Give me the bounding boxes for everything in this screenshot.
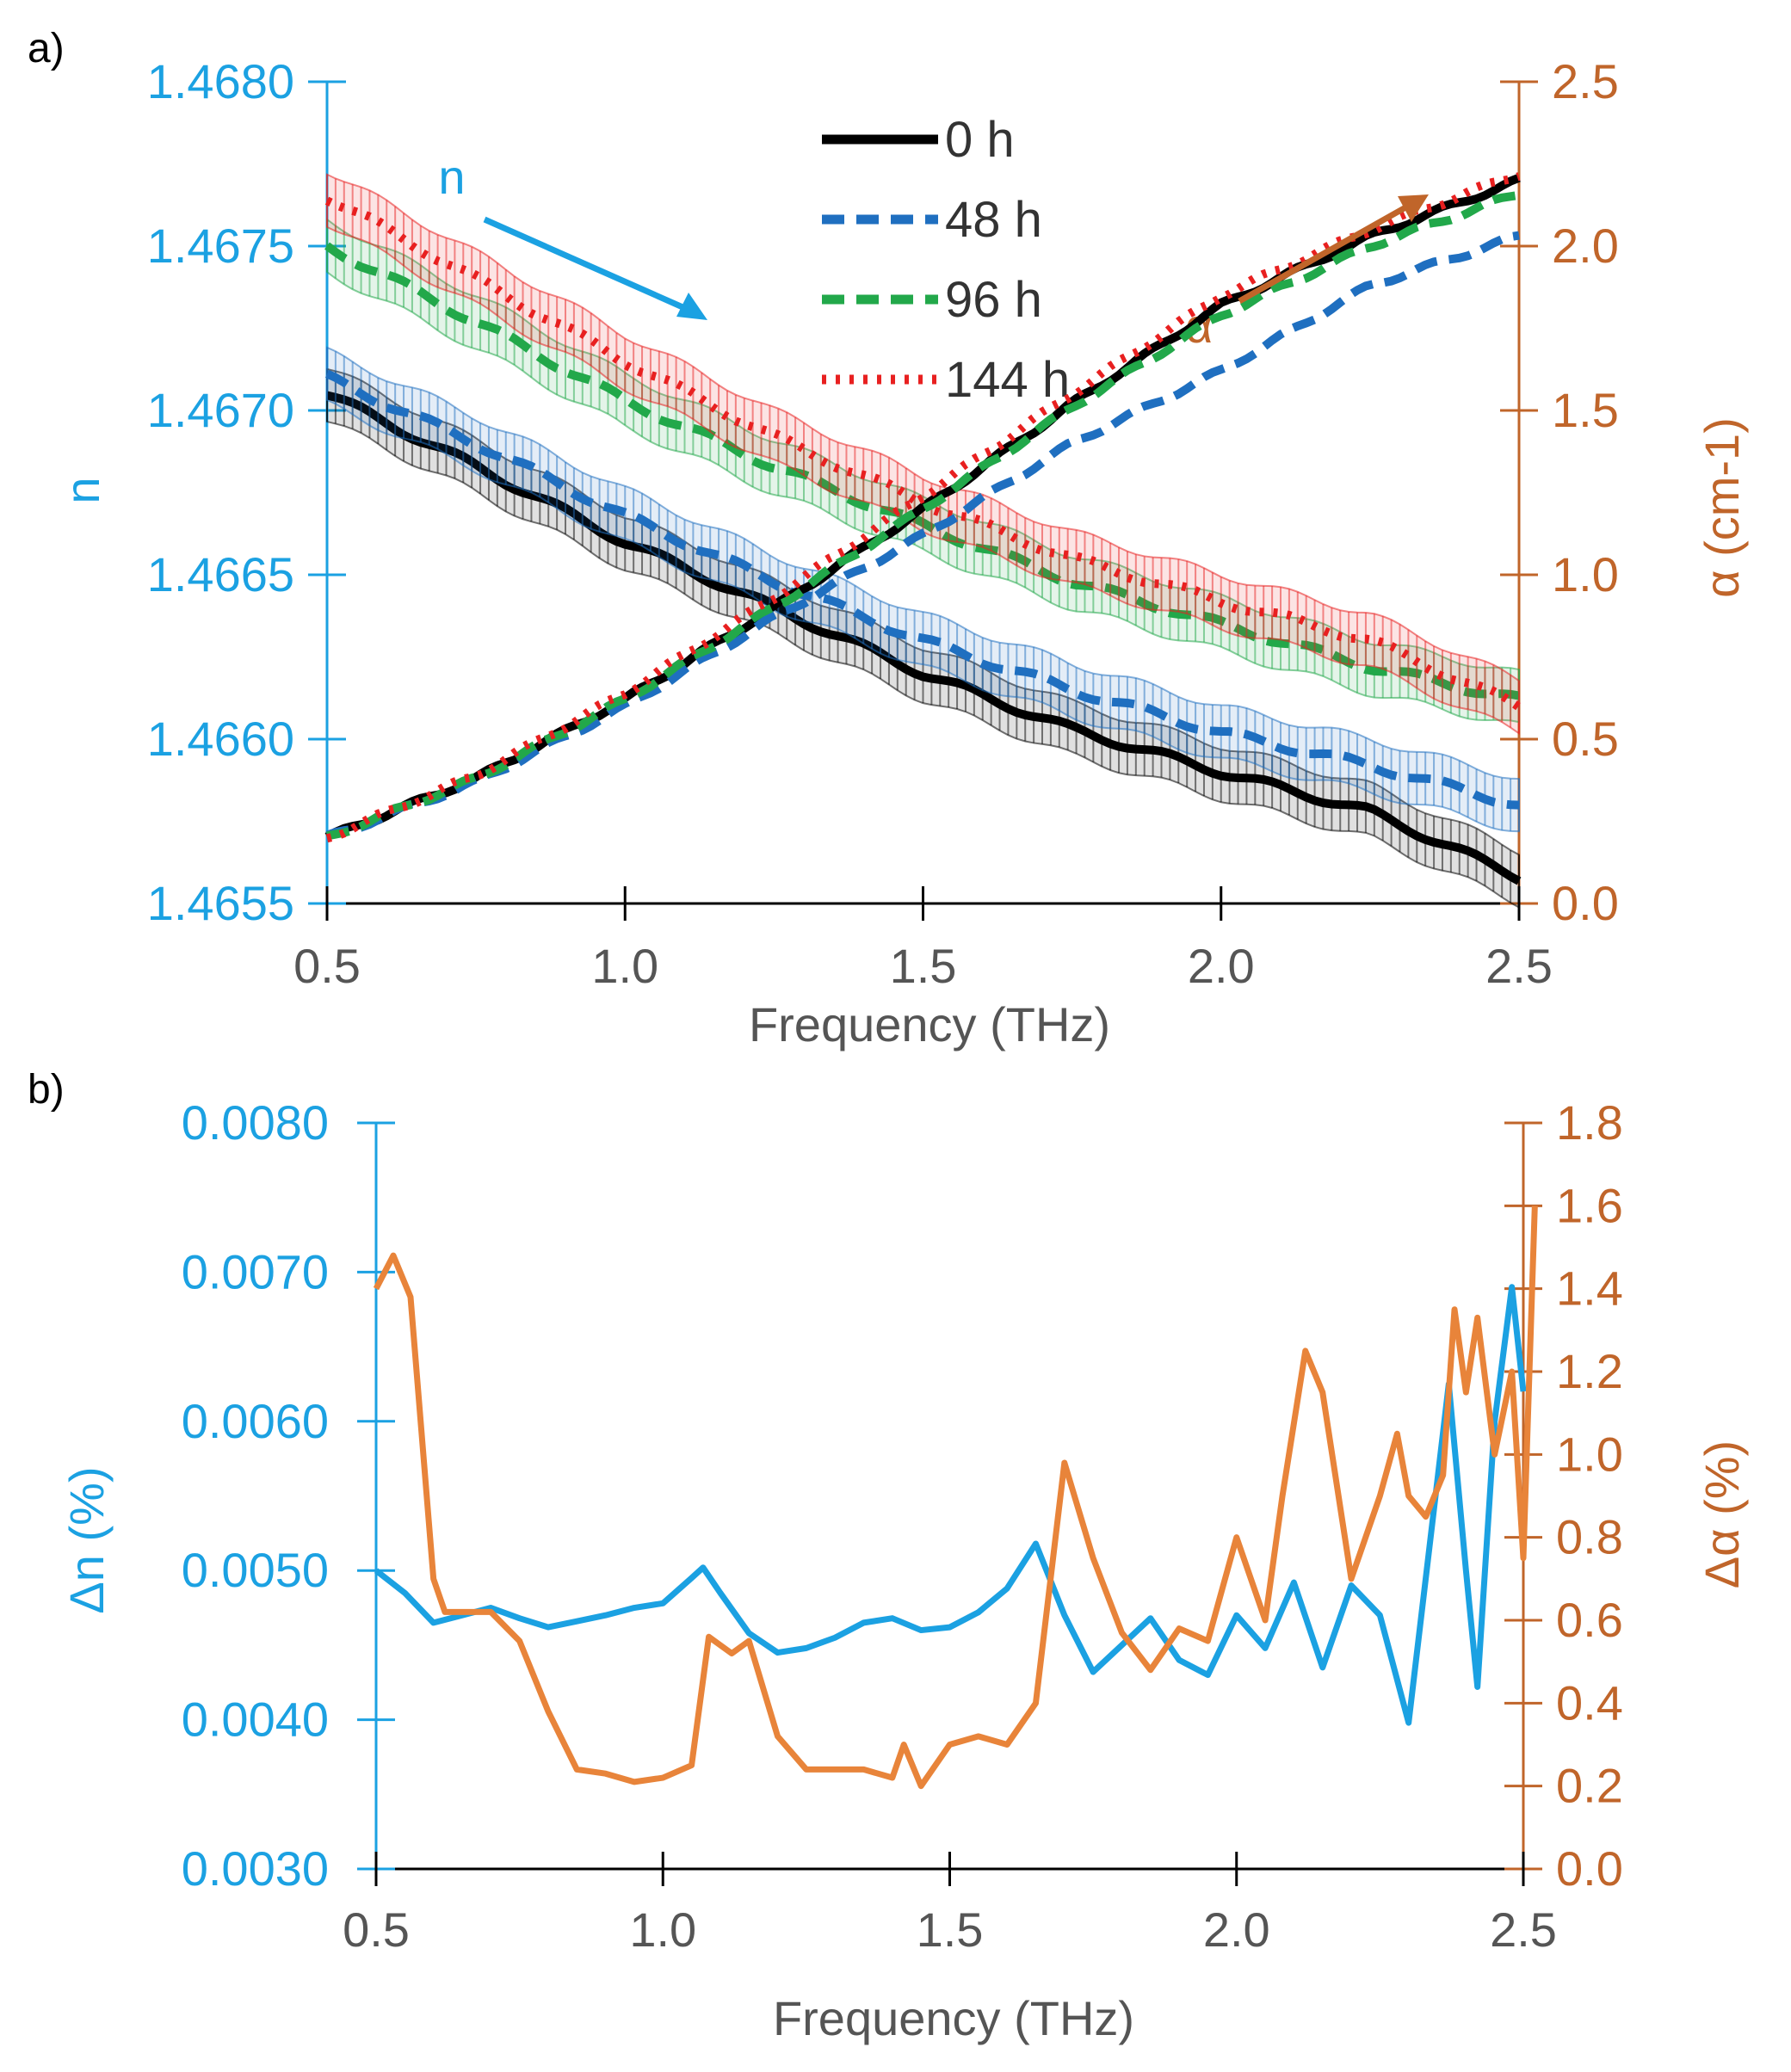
alpha-line <box>325 172 1521 843</box>
n-arrow-shaft <box>483 216 690 313</box>
b-right-tick-label: 1.0 <box>1556 1427 1623 1481</box>
delta-alpha-line <box>373 1206 1538 1790</box>
a-left-tick-label: 1.4665 <box>147 547 294 601</box>
a-left-tick-label: 1.4655 <box>147 876 294 930</box>
n-line <box>324 369 1520 810</box>
a-right-tick-label: 0.0 <box>1552 876 1619 930</box>
b-right-tick-label: 0.4 <box>1556 1675 1623 1730</box>
chart-marks: 1.46551.46601.46651.46701.46751.46800.00… <box>147 54 1623 1957</box>
a-right-tick-label: 1.5 <box>1552 383 1619 437</box>
a-x-tick-label: 2.5 <box>1485 939 1553 993</box>
b-right-tick-label: 1.6 <box>1556 1178 1623 1232</box>
b-left-tick-label: 0.0040 <box>182 1693 329 1747</box>
b-left-tick-label: 0.0070 <box>182 1244 329 1298</box>
b-left-tick-label: 0.0080 <box>182 1095 329 1150</box>
legend-label: 48 h <box>945 192 1042 248</box>
panel-a-xlabel: Frequency (THz) <box>749 997 1110 1051</box>
panel-b-ylabel-right: Δα (%) <box>1695 1440 1749 1588</box>
n-line <box>325 391 1522 885</box>
b-right-tick-label: 0.8 <box>1556 1510 1623 1564</box>
n-series-1 <box>324 346 1520 833</box>
a-right-tick-label: 1.0 <box>1552 547 1619 601</box>
a-x-tick-label: 0.5 <box>293 939 361 993</box>
legend-label: 96 h <box>945 272 1042 328</box>
b-right-tick-label: 1.4 <box>1556 1261 1623 1316</box>
b-x-tick-label: 2.0 <box>1203 1902 1270 1957</box>
a-right-tick-label: 0.5 <box>1552 712 1619 766</box>
legend-label: 0 h <box>945 112 1015 168</box>
a-left-tick-label: 1.4660 <box>147 712 294 766</box>
alpha-arrow-head <box>1398 194 1429 222</box>
a-left-tick-label: 1.4675 <box>147 219 294 273</box>
panel-b-xlabel: Frequency (THz) <box>773 1991 1134 2045</box>
panel-b-label: b) <box>28 1067 65 1113</box>
alpha-arrow-shaft <box>1238 203 1409 305</box>
b-left-tick-label: 0.0060 <box>182 1394 329 1448</box>
b-x-tick-label: 1.5 <box>917 1902 984 1957</box>
panel-a-ylabel-right: α (cm-1) <box>1695 417 1749 598</box>
a-x-tick-label: 1.0 <box>591 939 658 993</box>
b-x-tick-label: 1.0 <box>629 1902 696 1957</box>
legend: 0 h 48 h 96 h 144 h <box>822 112 1070 408</box>
alpha-line <box>326 190 1520 841</box>
b-right-tick-label: 0.2 <box>1556 1759 1623 1813</box>
a-left-tick-label: 1.4670 <box>147 383 294 437</box>
b-x-tick-label: 2.5 <box>1490 1902 1557 1957</box>
b-right-tick-label: 1.8 <box>1556 1095 1623 1150</box>
b-left-tick-label: 0.0050 <box>182 1543 329 1597</box>
n-arrow-label: n <box>438 150 465 204</box>
a-left-tick-label: 1.4680 <box>147 54 294 108</box>
b-right-tick-label: 0.6 <box>1556 1593 1623 1647</box>
b-right-tick-label: 1.2 <box>1556 1344 1623 1398</box>
panel-a-ylabel-left: n <box>55 477 109 503</box>
alpha-line <box>325 231 1520 840</box>
b-x-tick-label: 0.5 <box>343 1902 410 1957</box>
a-x-tick-label: 1.5 <box>890 939 957 993</box>
delta-n-line <box>374 1284 1527 1726</box>
legend-label: 144 h <box>945 352 1070 408</box>
b-left-tick-label: 0.0030 <box>182 1841 329 1896</box>
b-right-tick-label: 0.0 <box>1556 1841 1623 1896</box>
panel-a-label: a) <box>28 26 65 71</box>
a-right-tick-label: 2.0 <box>1552 219 1619 273</box>
n-arrow-head <box>676 293 707 320</box>
a-right-tick-label: 2.5 <box>1552 54 1619 108</box>
panel-b-ylabel-left: Δn (%) <box>59 1466 114 1613</box>
a-x-tick-label: 2.0 <box>1188 939 1255 993</box>
